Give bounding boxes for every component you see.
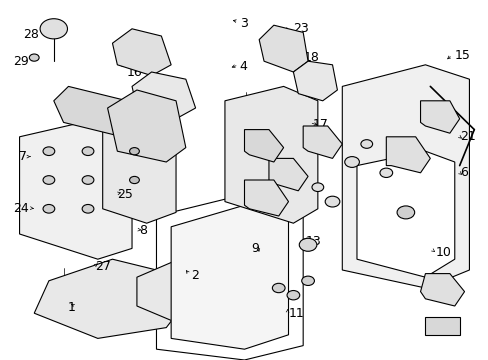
Ellipse shape — [272, 283, 285, 293]
Ellipse shape — [396, 206, 414, 219]
Polygon shape — [132, 72, 195, 119]
Polygon shape — [34, 259, 185, 338]
Ellipse shape — [43, 147, 55, 156]
Polygon shape — [420, 101, 459, 133]
Polygon shape — [20, 119, 132, 259]
Polygon shape — [112, 29, 171, 76]
Text: 3: 3 — [239, 17, 247, 30]
Text: 4: 4 — [239, 60, 247, 73]
Ellipse shape — [299, 238, 316, 251]
Text: 27: 27 — [95, 260, 111, 273]
Polygon shape — [425, 317, 459, 335]
Ellipse shape — [379, 168, 392, 177]
Polygon shape — [156, 194, 303, 360]
Ellipse shape — [129, 176, 139, 184]
Polygon shape — [386, 137, 429, 173]
Ellipse shape — [43, 176, 55, 184]
Text: 28: 28 — [23, 28, 39, 41]
Polygon shape — [107, 90, 185, 162]
Ellipse shape — [29, 54, 39, 61]
Ellipse shape — [129, 148, 139, 155]
Text: 26: 26 — [259, 148, 274, 161]
Text: 24: 24 — [14, 202, 29, 215]
Polygon shape — [293, 61, 337, 101]
Polygon shape — [137, 252, 283, 335]
Text: 19: 19 — [276, 170, 291, 183]
Text: 21: 21 — [459, 130, 474, 143]
Polygon shape — [259, 25, 307, 72]
Polygon shape — [102, 104, 176, 223]
Ellipse shape — [286, 291, 299, 300]
Text: 2: 2 — [190, 269, 198, 282]
Polygon shape — [244, 180, 288, 216]
Ellipse shape — [82, 176, 94, 184]
Ellipse shape — [82, 147, 94, 156]
Ellipse shape — [325, 196, 339, 207]
Text: 9: 9 — [251, 242, 259, 255]
Text: 18: 18 — [303, 51, 318, 64]
Text: 29: 29 — [14, 55, 29, 68]
Text: 7: 7 — [19, 150, 27, 163]
Ellipse shape — [360, 140, 372, 148]
Polygon shape — [224, 86, 317, 223]
Text: 14: 14 — [437, 318, 452, 330]
Text: 23: 23 — [293, 22, 308, 35]
Polygon shape — [303, 126, 342, 158]
Ellipse shape — [40, 19, 67, 39]
Text: 22: 22 — [264, 199, 279, 212]
Text: 13: 13 — [305, 235, 321, 248]
Ellipse shape — [301, 276, 314, 285]
Polygon shape — [420, 274, 464, 306]
Ellipse shape — [311, 183, 323, 192]
Text: 15: 15 — [454, 49, 469, 62]
Polygon shape — [356, 151, 454, 277]
Text: 10: 10 — [434, 246, 450, 258]
Text: 17: 17 — [312, 118, 328, 131]
Polygon shape — [244, 130, 283, 162]
Text: 16: 16 — [127, 66, 142, 78]
Text: 1: 1 — [68, 301, 76, 314]
Text: 8: 8 — [139, 224, 147, 237]
Ellipse shape — [344, 157, 359, 167]
Text: 6: 6 — [459, 166, 467, 179]
Text: 30: 30 — [139, 98, 155, 111]
Text: 12: 12 — [439, 285, 455, 298]
Polygon shape — [54, 86, 142, 137]
Ellipse shape — [82, 204, 94, 213]
Text: 20: 20 — [437, 105, 452, 118]
Text: 25: 25 — [117, 188, 133, 201]
Polygon shape — [342, 65, 468, 288]
Polygon shape — [268, 158, 307, 191]
Polygon shape — [171, 205, 288, 349]
Text: 5: 5 — [395, 145, 403, 158]
Ellipse shape — [43, 204, 55, 213]
Text: 11: 11 — [288, 307, 304, 320]
